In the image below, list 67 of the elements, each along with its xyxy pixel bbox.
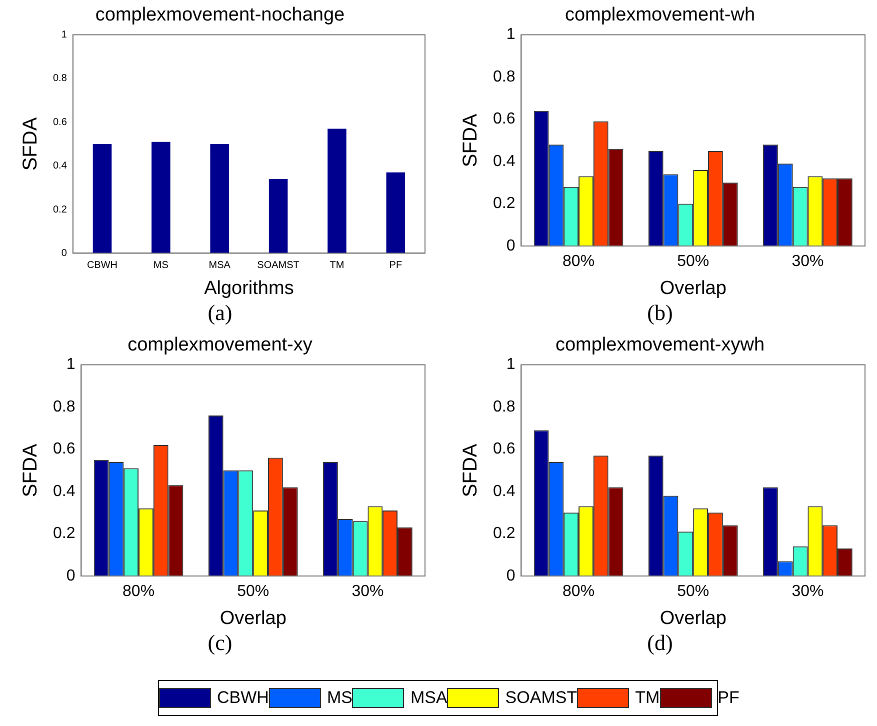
y-tick-label: 0.8 [492, 398, 516, 416]
x-tick-label: TM [330, 260, 344, 271]
text: (c) [206, 630, 234, 657]
x-tick-label: MS [153, 260, 169, 271]
x-tick-label: 50% [677, 253, 710, 270]
x-axis-title: Overlap [660, 278, 726, 299]
y-axis-title: SFDA [20, 116, 42, 171]
x-tick-label: 30% [352, 583, 384, 600]
bar [268, 178, 288, 254]
y-tick-label: 0.6 [52, 440, 76, 458]
y-tick-label: 0.8 [492, 68, 516, 86]
legend-label: MS [326, 688, 352, 708]
bar [386, 172, 406, 254]
legend-label: MSA [410, 688, 448, 708]
bar [92, 144, 112, 254]
text: (b) [646, 300, 674, 327]
x-tick-label: 30% [792, 253, 824, 270]
y-tick-label: 1 [506, 356, 516, 374]
y-tick-label: 0.4 [492, 482, 516, 500]
x-axis-title: Overlap [220, 608, 286, 629]
legend-label: TM [635, 688, 660, 708]
y-tick-label: 0.2 [52, 204, 68, 216]
chart-title: complexmovement-wh [564, 4, 756, 26]
y-tick-label: 0 [506, 567, 516, 584]
y-axis-title: SFDA [460, 443, 482, 498]
y-tick-label: 0.4 [52, 482, 76, 500]
bar [328, 128, 346, 254]
y-tick-label: 1 [61, 30, 68, 41]
y-axis-title: SFDA [460, 113, 482, 168]
y-tick-label: 0.8 [52, 398, 76, 416]
x-tick-label: 80% [122, 583, 155, 600]
text: (d) [646, 630, 674, 657]
x-tick-label: 50% [237, 583, 270, 600]
y-tick-label: 1 [506, 26, 516, 44]
y-tick-label: 0.6 [52, 116, 68, 128]
y-tick-label: 0.2 [52, 525, 76, 542]
y-tick-label: 0.2 [492, 195, 516, 212]
legend-label: SOAMST [505, 688, 578, 708]
x-tick-label: 30% [792, 583, 824, 600]
chart-title: complexmovement-xywh [555, 334, 765, 356]
bar [210, 144, 229, 254]
x-axis-title: Overlap [660, 608, 726, 629]
x-tick-label: PF [389, 260, 402, 271]
chart-title: complexmovement-nochange [95, 4, 345, 26]
y-tick-label: 0.2 [492, 525, 516, 542]
y-tick-label: 0 [66, 567, 76, 584]
x-tick-label: 80% [562, 583, 595, 600]
x-tick-label: 50% [677, 583, 710, 600]
x-axis-title: Algorithms [204, 278, 294, 299]
x-tick-label: CBWH [86, 260, 118, 271]
bar [152, 142, 170, 254]
legend-label: PF [718, 688, 740, 708]
y-axis-title: SFDA [20, 443, 42, 498]
chart-title: complexmovement-xy [128, 334, 313, 356]
y-tick-label: 0.8 [52, 73, 68, 84]
y-tick-label: 0.6 [492, 440, 516, 458]
y-tick-label: 0 [506, 237, 516, 254]
x-tick-label: SOAMST [257, 260, 300, 271]
y-tick-label: 0.4 [492, 152, 516, 170]
x-tick-label: MSA [208, 260, 231, 271]
legend-label: CBWH [217, 688, 269, 708]
x-tick-label: 80% [562, 253, 595, 270]
y-tick-label: 0.4 [52, 160, 68, 172]
y-tick-label: 0.6 [492, 110, 516, 128]
text: (a) [206, 300, 234, 327]
y-tick-label: 1 [66, 356, 76, 374]
y-tick-label: 0 [61, 248, 68, 259]
